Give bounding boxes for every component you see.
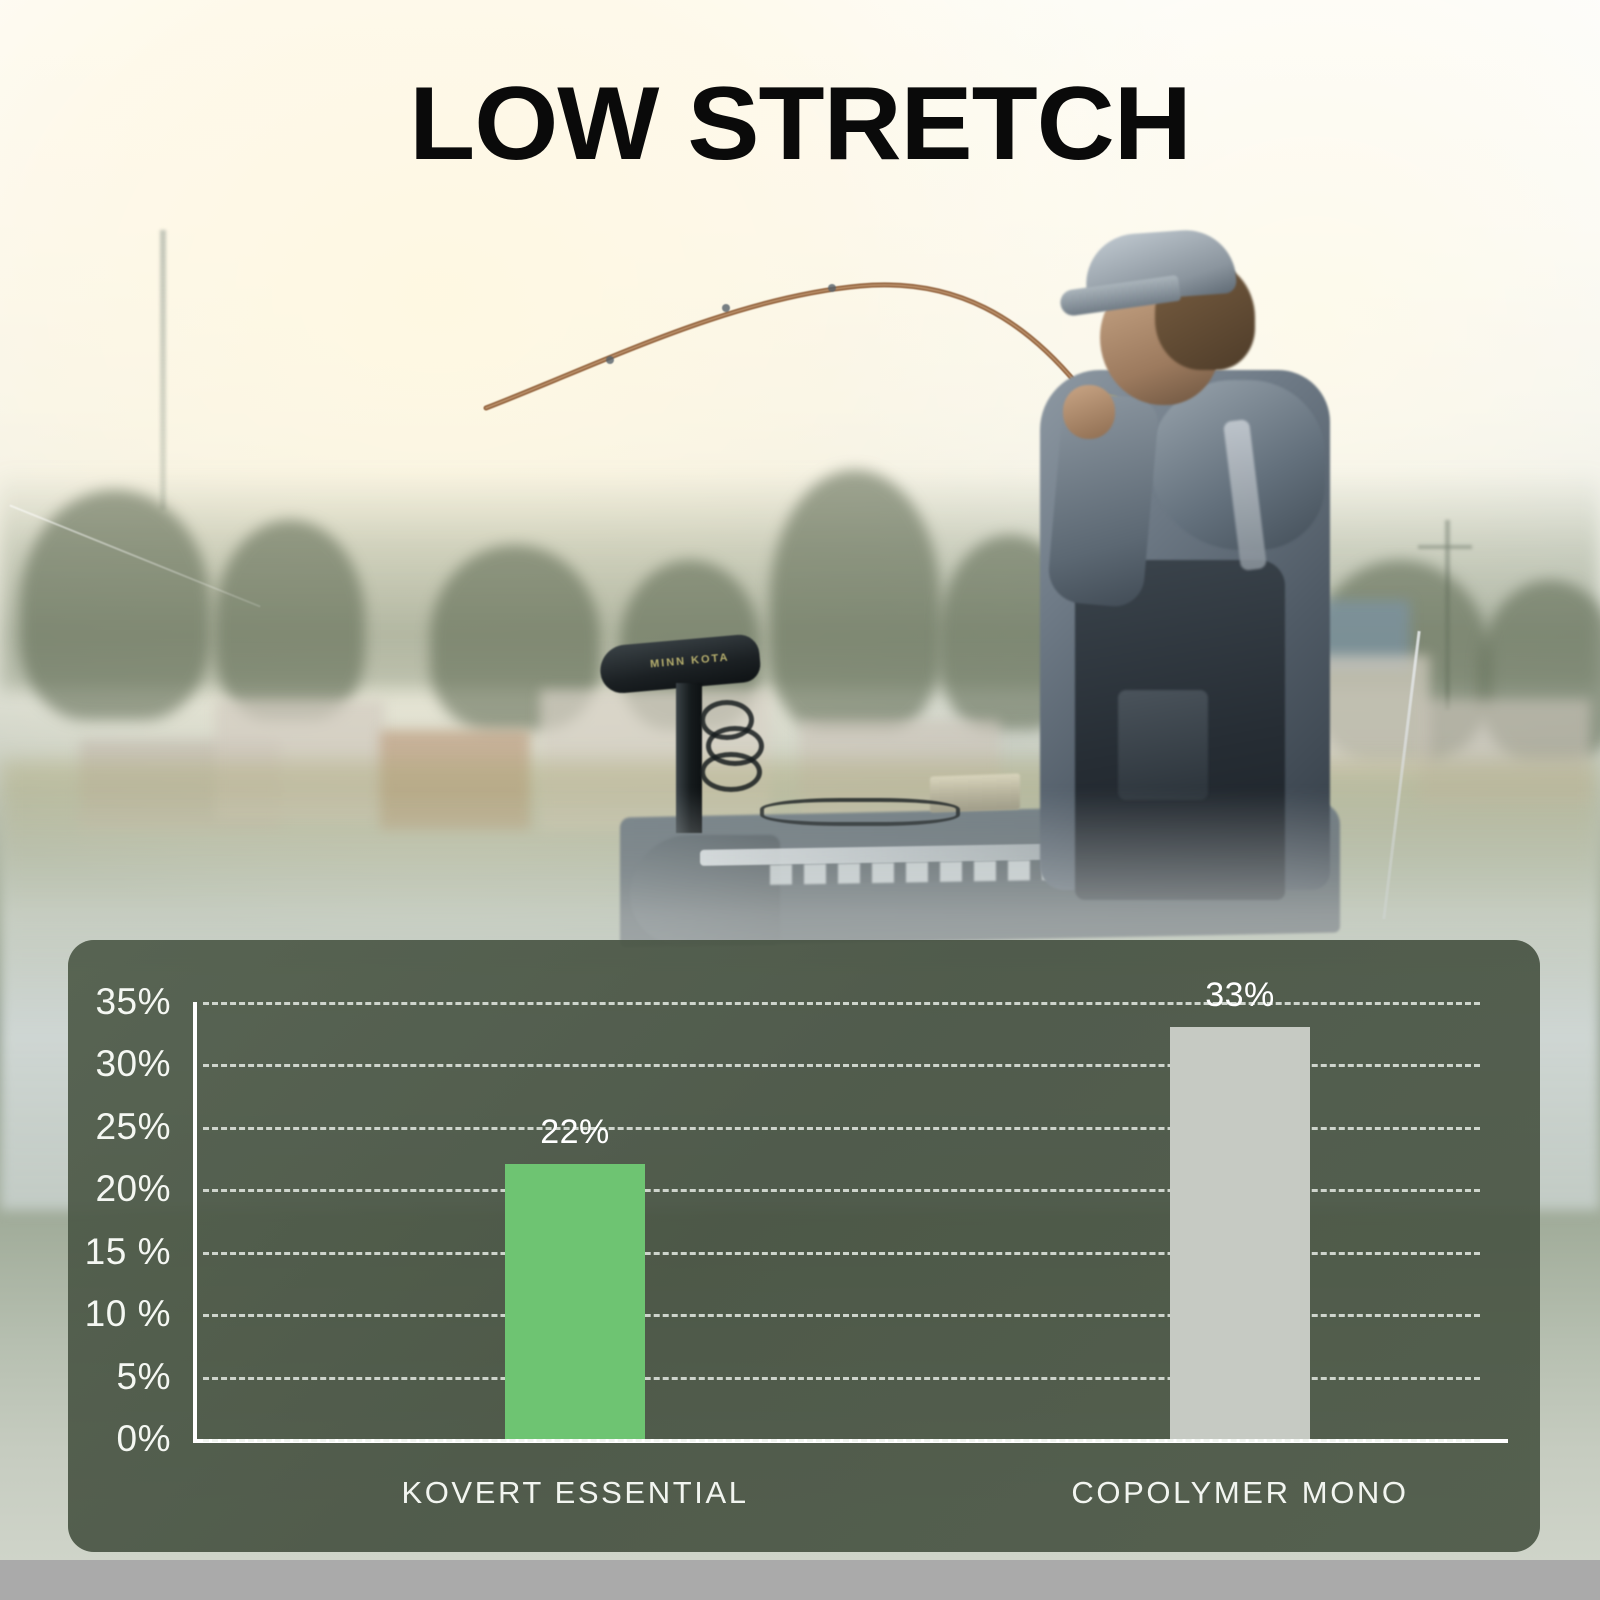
gridline [203,1064,1480,1068]
y-axis-tick-label: 15 % [84,1230,171,1272]
utility-crossarm [1418,545,1472,549]
motor-cable [700,752,762,792]
y-axis-tick-label: 20% [95,1168,171,1210]
gridline [203,1376,1480,1380]
x-axis-category-label: KOVERT ESSENTIAL [401,1475,749,1510]
plot-area: 35% 30% 25% 20% 15 % 10 % 5% 0% 22% KOVERT ESSEN… [85,976,1508,1510]
gridline [203,1126,1480,1130]
y-axis-tick-label: 5% [116,1355,171,1397]
pine-tree [770,470,940,730]
y-axis-tick-label: 35% [95,981,171,1022]
x-axis-category-label: COPOLYMER MONO [1071,1475,1409,1510]
gridline [203,1439,1480,1442]
gridline [203,1251,1480,1255]
radio-tower [160,230,166,510]
gridline [203,1314,1480,1318]
angler-hand [1063,385,1115,439]
bar-value-label: 33% [1205,975,1275,1014]
y-axis-tick-label: 0% [116,1418,171,1459]
fishing-rod [483,282,1097,411]
y-axis-line [193,1002,197,1443]
gridline [203,1002,1480,1005]
page-title: LOW STRETCH [409,66,1192,182]
building [1420,700,1590,805]
y-axis-tick-label: 30% [95,1043,171,1085]
wader-pocket [1118,690,1208,800]
bar-kovert-essential: 22% [505,1113,645,1439]
bar-value-label: 22% [540,1113,610,1152]
chart-panel: 35% 30% 25% 20% 15 % 10 % 5% 0% 22% KOVERT ESSEN… [68,940,1540,1552]
tree [215,520,365,720]
gridline [203,1189,1480,1193]
y-axis-tick-label: 25% [95,1105,171,1147]
y-axis-tick-label: 10 % [84,1293,171,1335]
bar-copolymer-mono: 33% [1170,976,1310,1439]
tree [20,490,210,720]
